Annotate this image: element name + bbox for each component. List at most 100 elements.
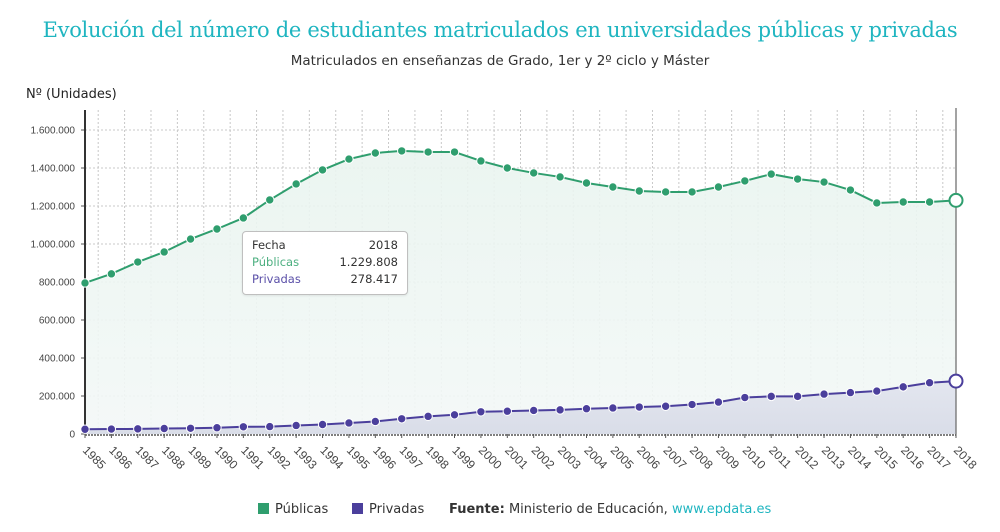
x-tick-labels: 1985198619871988198919901991199219931994… bbox=[80, 443, 980, 472]
point-privadas bbox=[845, 387, 856, 398]
point-públicas bbox=[819, 177, 829, 187]
point-privadas bbox=[238, 422, 249, 432]
point-privadas bbox=[344, 418, 354, 428]
point-públicas bbox=[581, 178, 592, 188]
tooltip-fecha-label: Fecha bbox=[252, 238, 286, 252]
x-tick-label: 2001 bbox=[502, 443, 531, 472]
source-credit: Fuente: Ministerio de Educación, www.epd… bbox=[449, 502, 771, 517]
x-tick-label: 1991 bbox=[238, 443, 267, 472]
point-públicas bbox=[528, 168, 539, 178]
point-privadas bbox=[423, 411, 433, 422]
x-tick-label: 1988 bbox=[159, 443, 188, 472]
source-label: Fuente: bbox=[449, 502, 505, 517]
tooltip-privadas-label: Privadas bbox=[252, 272, 301, 286]
tooltip-fecha-value: 2018 bbox=[368, 238, 398, 252]
point-privadas bbox=[687, 399, 697, 410]
point-públicas bbox=[344, 154, 354, 164]
point-privadas bbox=[660, 401, 671, 411]
y-tick-label: 1.000.000 bbox=[31, 240, 76, 251]
area-públicas bbox=[85, 150, 956, 434]
x-tick-label: 2013 bbox=[819, 443, 848, 472]
point-públicas bbox=[238, 213, 249, 223]
point-privadas bbox=[159, 423, 169, 434]
point-privadas bbox=[792, 391, 803, 402]
point-privadas bbox=[740, 392, 750, 403]
point-privadas bbox=[555, 405, 565, 415]
point-privadas bbox=[185, 423, 196, 433]
point-privadas bbox=[528, 405, 539, 416]
point-públicas bbox=[317, 165, 328, 175]
point-públicas bbox=[291, 179, 301, 189]
point-públicas bbox=[449, 147, 460, 157]
x-tick-label: 2007 bbox=[661, 443, 690, 472]
point-públicas bbox=[502, 163, 513, 173]
x-tick-label: 1996 bbox=[370, 443, 399, 472]
point-públicas bbox=[660, 187, 671, 197]
y-tick-label: 1.600.000 bbox=[31, 126, 76, 137]
tooltip-publicas-label: Públicas bbox=[252, 255, 300, 269]
legend-label-privadas: Privadas bbox=[369, 502, 425, 517]
x-tick-label: 2016 bbox=[898, 443, 927, 472]
x-tick-label: 2005 bbox=[608, 443, 637, 472]
x-tick-label: 2006 bbox=[634, 443, 663, 472]
point-privadas bbox=[634, 402, 644, 412]
x-tick-label: 1990 bbox=[212, 443, 241, 472]
point-públicas bbox=[924, 197, 935, 207]
line-privadas bbox=[84, 380, 957, 431]
x-tick-label: 2009 bbox=[713, 443, 742, 472]
legend-swatch-publicas bbox=[258, 503, 269, 514]
x-tick-label: 1997 bbox=[397, 443, 426, 472]
point-privadas bbox=[766, 391, 776, 402]
y-tick-label: 0 bbox=[69, 430, 75, 441]
x-tick-label: 1992 bbox=[265, 443, 294, 472]
legend-item-privadas[interactable]: Privadas bbox=[352, 502, 424, 517]
y-tick-label: 1.200.000 bbox=[31, 202, 76, 213]
point-públicas bbox=[397, 146, 407, 156]
point-privadas bbox=[581, 404, 592, 414]
point-privadas bbox=[291, 420, 301, 431]
source-text: Ministerio de Educación, bbox=[508, 502, 668, 517]
point-públicas bbox=[212, 224, 222, 234]
point-públicas bbox=[740, 176, 750, 186]
point-privadas bbox=[265, 421, 275, 432]
highlighted-point-públicas bbox=[948, 192, 964, 208]
point-públicas bbox=[845, 185, 856, 195]
x-tick-label: 2008 bbox=[687, 443, 716, 472]
point-privadas bbox=[133, 424, 143, 434]
point-públicas bbox=[766, 169, 776, 179]
point-privadas bbox=[608, 403, 618, 413]
x-tick-label: 2018 bbox=[951, 443, 980, 472]
x-tick-label: 1999 bbox=[449, 443, 478, 472]
x-tick-label: 1986 bbox=[106, 443, 135, 472]
point-privadas bbox=[370, 416, 381, 427]
point-privadas bbox=[317, 419, 328, 430]
x-tick-label: 2010 bbox=[740, 443, 769, 472]
point-públicas bbox=[792, 174, 803, 184]
point-públicas bbox=[687, 187, 697, 197]
x-tick-label: 2015 bbox=[872, 443, 901, 472]
point-públicas bbox=[133, 257, 143, 267]
x-tick-label: 1995 bbox=[344, 443, 373, 472]
point-públicas bbox=[185, 234, 196, 244]
areas bbox=[85, 150, 956, 434]
tooltip-privadas-value: 278.417 bbox=[350, 272, 398, 286]
point-privadas bbox=[898, 382, 908, 392]
point-públicas bbox=[423, 147, 433, 157]
point-públicas bbox=[872, 198, 882, 208]
series-lines bbox=[84, 149, 957, 431]
point-privadas bbox=[819, 389, 829, 399]
legend-item-publicas[interactable]: Públicas bbox=[258, 502, 328, 517]
highlighted-point-privadas bbox=[948, 373, 964, 389]
y-tick-labels: 0 200.000 400.000 600.000 800.000 1.000.000 1.… bbox=[31, 126, 76, 441]
x-tick-label: 2000 bbox=[476, 443, 505, 472]
point-privadas bbox=[212, 423, 222, 433]
point-públicas bbox=[898, 197, 908, 207]
point-privadas bbox=[476, 407, 486, 417]
x-tick-label: 1989 bbox=[185, 443, 214, 472]
point-públicas bbox=[476, 156, 486, 166]
point-privadas bbox=[106, 424, 117, 434]
y-tick-label: 400.000 bbox=[39, 354, 76, 365]
source-link[interactable]: www.epdata.es bbox=[671, 502, 772, 517]
x-tick-label: 2003 bbox=[555, 443, 584, 472]
